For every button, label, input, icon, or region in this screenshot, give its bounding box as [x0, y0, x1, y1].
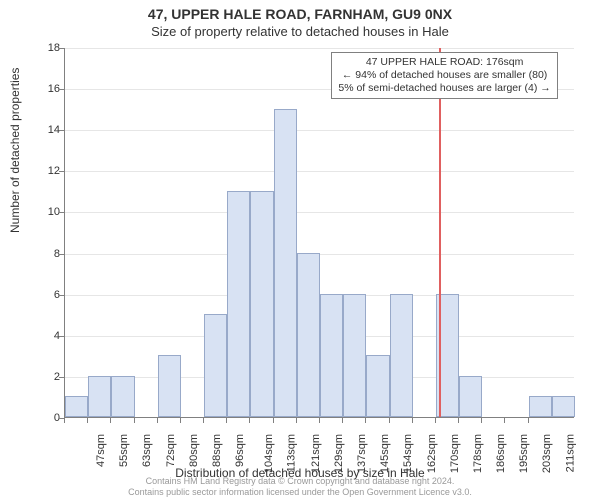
y-tick-mark — [59, 171, 64, 172]
y-tick-mark — [59, 377, 64, 378]
histogram-bar — [158, 355, 181, 417]
x-tick-label: 72sqm — [165, 434, 177, 467]
histogram-bar — [88, 376, 111, 417]
annotation-line: 5% of semi-detached houses are larger (4… — [338, 82, 550, 95]
histogram-bar — [274, 109, 297, 417]
histogram-bar — [529, 396, 552, 417]
x-tick-label: 88sqm — [211, 434, 223, 467]
attribution-footer: Contains HM Land Registry data © Crown c… — [0, 476, 600, 498]
chart-subtitle: Size of property relative to detached ho… — [0, 24, 600, 39]
x-tick-mark — [226, 418, 227, 423]
x-tick-mark — [412, 418, 413, 423]
x-tick-mark — [365, 418, 366, 423]
y-tick-label: 4 — [30, 330, 60, 342]
histogram-bar — [320, 294, 343, 417]
y-axis-label: Number of detached properties — [8, 68, 22, 233]
footer-line-2: Contains public sector information licen… — [0, 487, 600, 498]
x-tick-mark — [134, 418, 135, 423]
plot-area — [64, 48, 574, 418]
y-tick-label: 2 — [30, 371, 60, 383]
grid-line — [65, 212, 574, 213]
x-tick-label: 80sqm — [188, 434, 200, 467]
histogram-bar — [250, 191, 273, 417]
y-tick-mark — [59, 130, 64, 131]
x-tick-mark — [180, 418, 181, 423]
grid-line — [65, 130, 574, 131]
x-tick-mark — [458, 418, 459, 423]
grid-line — [65, 48, 574, 49]
x-tick-mark — [389, 418, 390, 423]
x-tick-label: 63sqm — [141, 434, 153, 467]
y-tick-label: 10 — [30, 206, 60, 218]
y-tick-label: 18 — [30, 42, 60, 54]
y-tick-mark — [59, 48, 64, 49]
histogram-bar — [111, 376, 134, 417]
y-tick-label: 8 — [30, 248, 60, 260]
y-tick-mark — [59, 254, 64, 255]
grid-line — [65, 171, 574, 172]
chart-container: 47, UPPER HALE ROAD, FARNHAM, GU9 0NX Si… — [0, 0, 600, 500]
annotation-box: 47 UPPER HALE ROAD: 176sqm← 94% of detac… — [331, 52, 557, 99]
histogram-bar — [390, 294, 413, 417]
x-tick-mark — [319, 418, 320, 423]
histogram-bar — [65, 396, 88, 417]
x-tick-mark — [64, 418, 65, 423]
chart-title: 47, UPPER HALE ROAD, FARNHAM, GU9 0NX — [0, 6, 600, 22]
x-tick-mark — [481, 418, 482, 423]
x-tick-mark — [504, 418, 505, 423]
y-tick-mark — [59, 295, 64, 296]
x-tick-mark — [249, 418, 250, 423]
x-tick-mark — [203, 418, 204, 423]
x-tick-label: 96sqm — [234, 434, 246, 467]
histogram-bar — [343, 294, 366, 417]
histogram-bar — [204, 314, 227, 417]
y-tick-mark — [59, 336, 64, 337]
histogram-bar — [297, 253, 320, 417]
marker-line — [439, 48, 441, 417]
y-tick-mark — [59, 89, 64, 90]
annotation-line: 47 UPPER HALE ROAD: 176sqm — [338, 56, 550, 69]
y-tick-label: 14 — [30, 124, 60, 136]
annotation-line: ← 94% of detached houses are smaller (80… — [338, 69, 550, 82]
histogram-bar — [227, 191, 250, 417]
x-tick-label: 55sqm — [118, 434, 130, 467]
x-tick-mark — [157, 418, 158, 423]
x-tick-label: 47sqm — [95, 434, 107, 467]
histogram-bar — [459, 376, 482, 417]
y-tick-label: 12 — [30, 165, 60, 177]
x-tick-mark — [435, 418, 436, 423]
y-tick-label: 16 — [30, 83, 60, 95]
footer-line-1: Contains HM Land Registry data © Crown c… — [0, 476, 600, 487]
y-tick-label: 0 — [30, 412, 60, 424]
y-tick-mark — [59, 212, 64, 213]
x-tick-mark — [296, 418, 297, 423]
histogram-bar — [552, 396, 575, 417]
x-tick-mark — [342, 418, 343, 423]
y-tick-label: 6 — [30, 289, 60, 301]
x-tick-mark — [87, 418, 88, 423]
x-tick-mark — [110, 418, 111, 423]
histogram-bar — [366, 355, 389, 417]
x-tick-mark — [273, 418, 274, 423]
x-tick-mark — [528, 418, 529, 423]
